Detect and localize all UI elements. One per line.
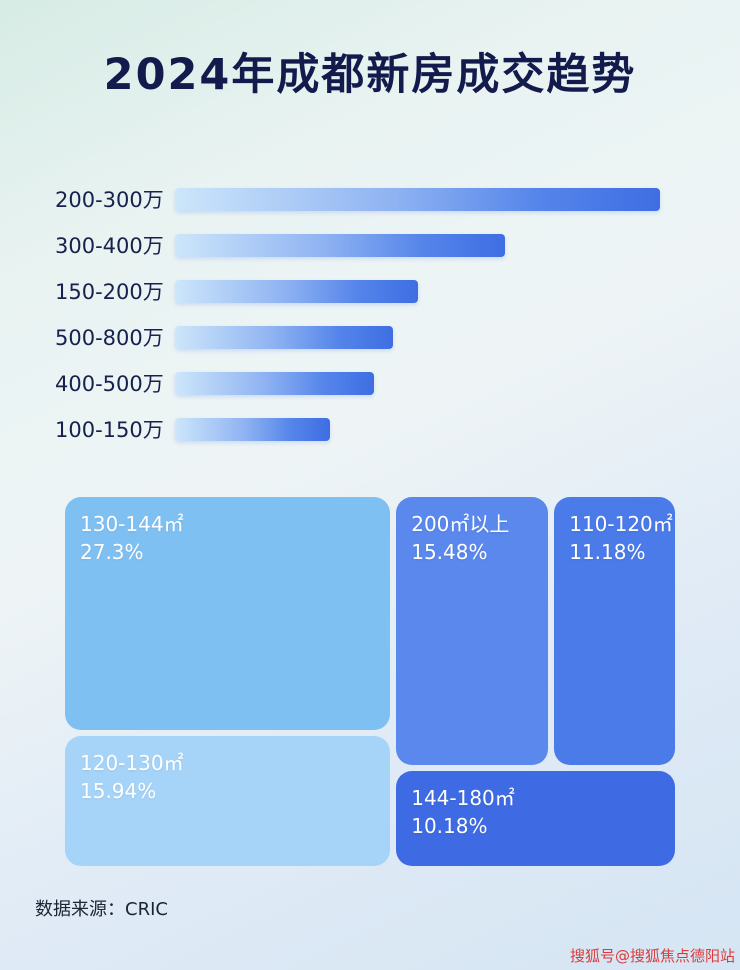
bar-row: 200-300万 [55, 176, 705, 222]
treemap-cell-value: 15.94% [80, 779, 157, 804]
treemap-cell-value: 27.3% [80, 540, 144, 564]
bar-track [167, 187, 705, 211]
bar-category-label: 400-500万 [55, 372, 164, 396]
data-source-note: 数据来源：CRIC [35, 899, 168, 920]
bar-row: 500-800万 [55, 314, 705, 360]
bar-row: 400-500万 [55, 360, 705, 406]
page-title: 2024年成都新房成交趋势 [103, 50, 637, 100]
bar [175, 279, 418, 303]
bar [175, 417, 330, 441]
bar-track [167, 279, 705, 303]
treemap-cell-value: 15.48% [411, 540, 488, 564]
bar [175, 371, 374, 395]
bar-category-label: 500-800万 [55, 326, 164, 350]
bar [175, 325, 393, 349]
bar-row: 300-400万 [55, 222, 705, 268]
bar-category-label: 100-150万 [55, 418, 164, 442]
treemap-cell: 144-180㎡ 10.18% [396, 771, 675, 866]
bar-track [167, 233, 705, 257]
treemap: 130-144㎡ 27.3% 120-130㎡ 15.94% 200㎡以上 15.48% 1… [65, 497, 675, 866]
treemap-cell-label: 144-180㎡ [411, 786, 515, 811]
treemap-cell: 200㎡以上 15.48% [396, 497, 549, 765]
bar-track [167, 371, 705, 395]
bar-chart: 200-300万 300-400万 150-200万 500-800万 400-500万… [55, 176, 705, 452]
bar [175, 233, 505, 257]
treemap-cell: 130-144㎡ 27.3% [65, 497, 391, 730]
treemap-cell: 120-130㎡ 15.94% [65, 736, 391, 866]
bar [175, 187, 660, 211]
bar-row: 150-200万 [55, 268, 705, 314]
treemap-cell-label: 120-130㎡ [80, 751, 184, 776]
treemap-cell-value: 11.18% [569, 540, 646, 564]
watermark: 搜狐号@搜狐焦点德阳站 [569, 947, 735, 965]
bar-category-label: 150-200万 [55, 280, 164, 304]
treemap-cell-label: 110-120㎡ [569, 512, 673, 536]
bar-category-label: 200-300万 [55, 188, 164, 212]
bar-track [167, 325, 705, 349]
treemap-cell-label: 130-144㎡ [80, 512, 184, 536]
treemap-cell-value: 10.18% [411, 814, 488, 839]
bar-track [167, 417, 705, 441]
treemap-cell: 110-120㎡ 11.18% [554, 497, 675, 765]
treemap-cell-label: 200㎡以上 [411, 512, 510, 536]
bar-category-label: 300-400万 [55, 234, 164, 258]
bar-row: 100-150万 [55, 406, 705, 452]
